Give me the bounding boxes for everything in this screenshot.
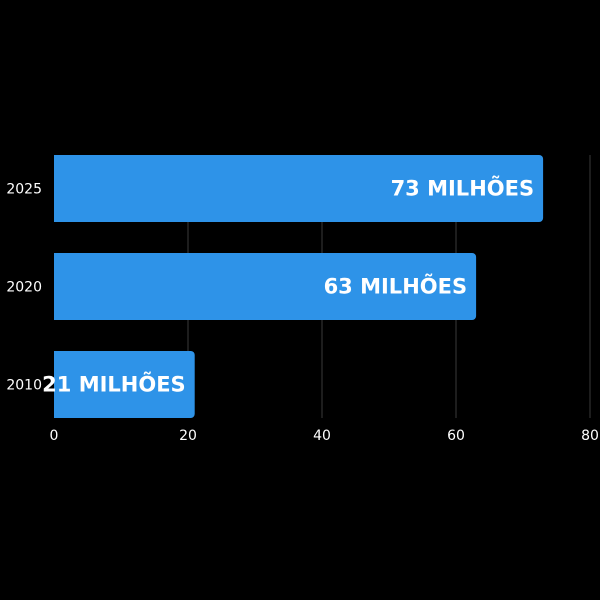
bar-2025 (54, 155, 544, 222)
x-tick-label-60: 60 (447, 428, 465, 444)
bar-data-label-2025: 73 MILHÕES (391, 176, 535, 201)
bar-2020 (54, 253, 477, 320)
y-axis-tick-labels: 2025 2020 2010 (6, 182, 42, 394)
bar-data-label-2010: 21 MILHÕES (42, 372, 186, 397)
x-axis-tick-labels: 0 20 40 60 80 (50, 428, 599, 444)
bar-2010 (54, 351, 195, 418)
x-tick-label-40: 40 (313, 428, 331, 444)
y-tick-label-2010: 2010 (6, 378, 42, 394)
y-tick-label-2020: 2020 (6, 280, 42, 296)
x-tick-label-20: 20 (179, 428, 197, 444)
bar-data-labels: 73 MILHÕES 63 MILHÕES 21 MILHÕES (42, 176, 534, 397)
bar-data-label-2020: 63 MILHÕES (324, 274, 468, 299)
y-tick-label-2025: 2025 (6, 182, 42, 198)
bars (54, 155, 544, 418)
x-tick-label-80: 80 (581, 428, 599, 444)
x-tick-label-0: 0 (50, 428, 59, 444)
